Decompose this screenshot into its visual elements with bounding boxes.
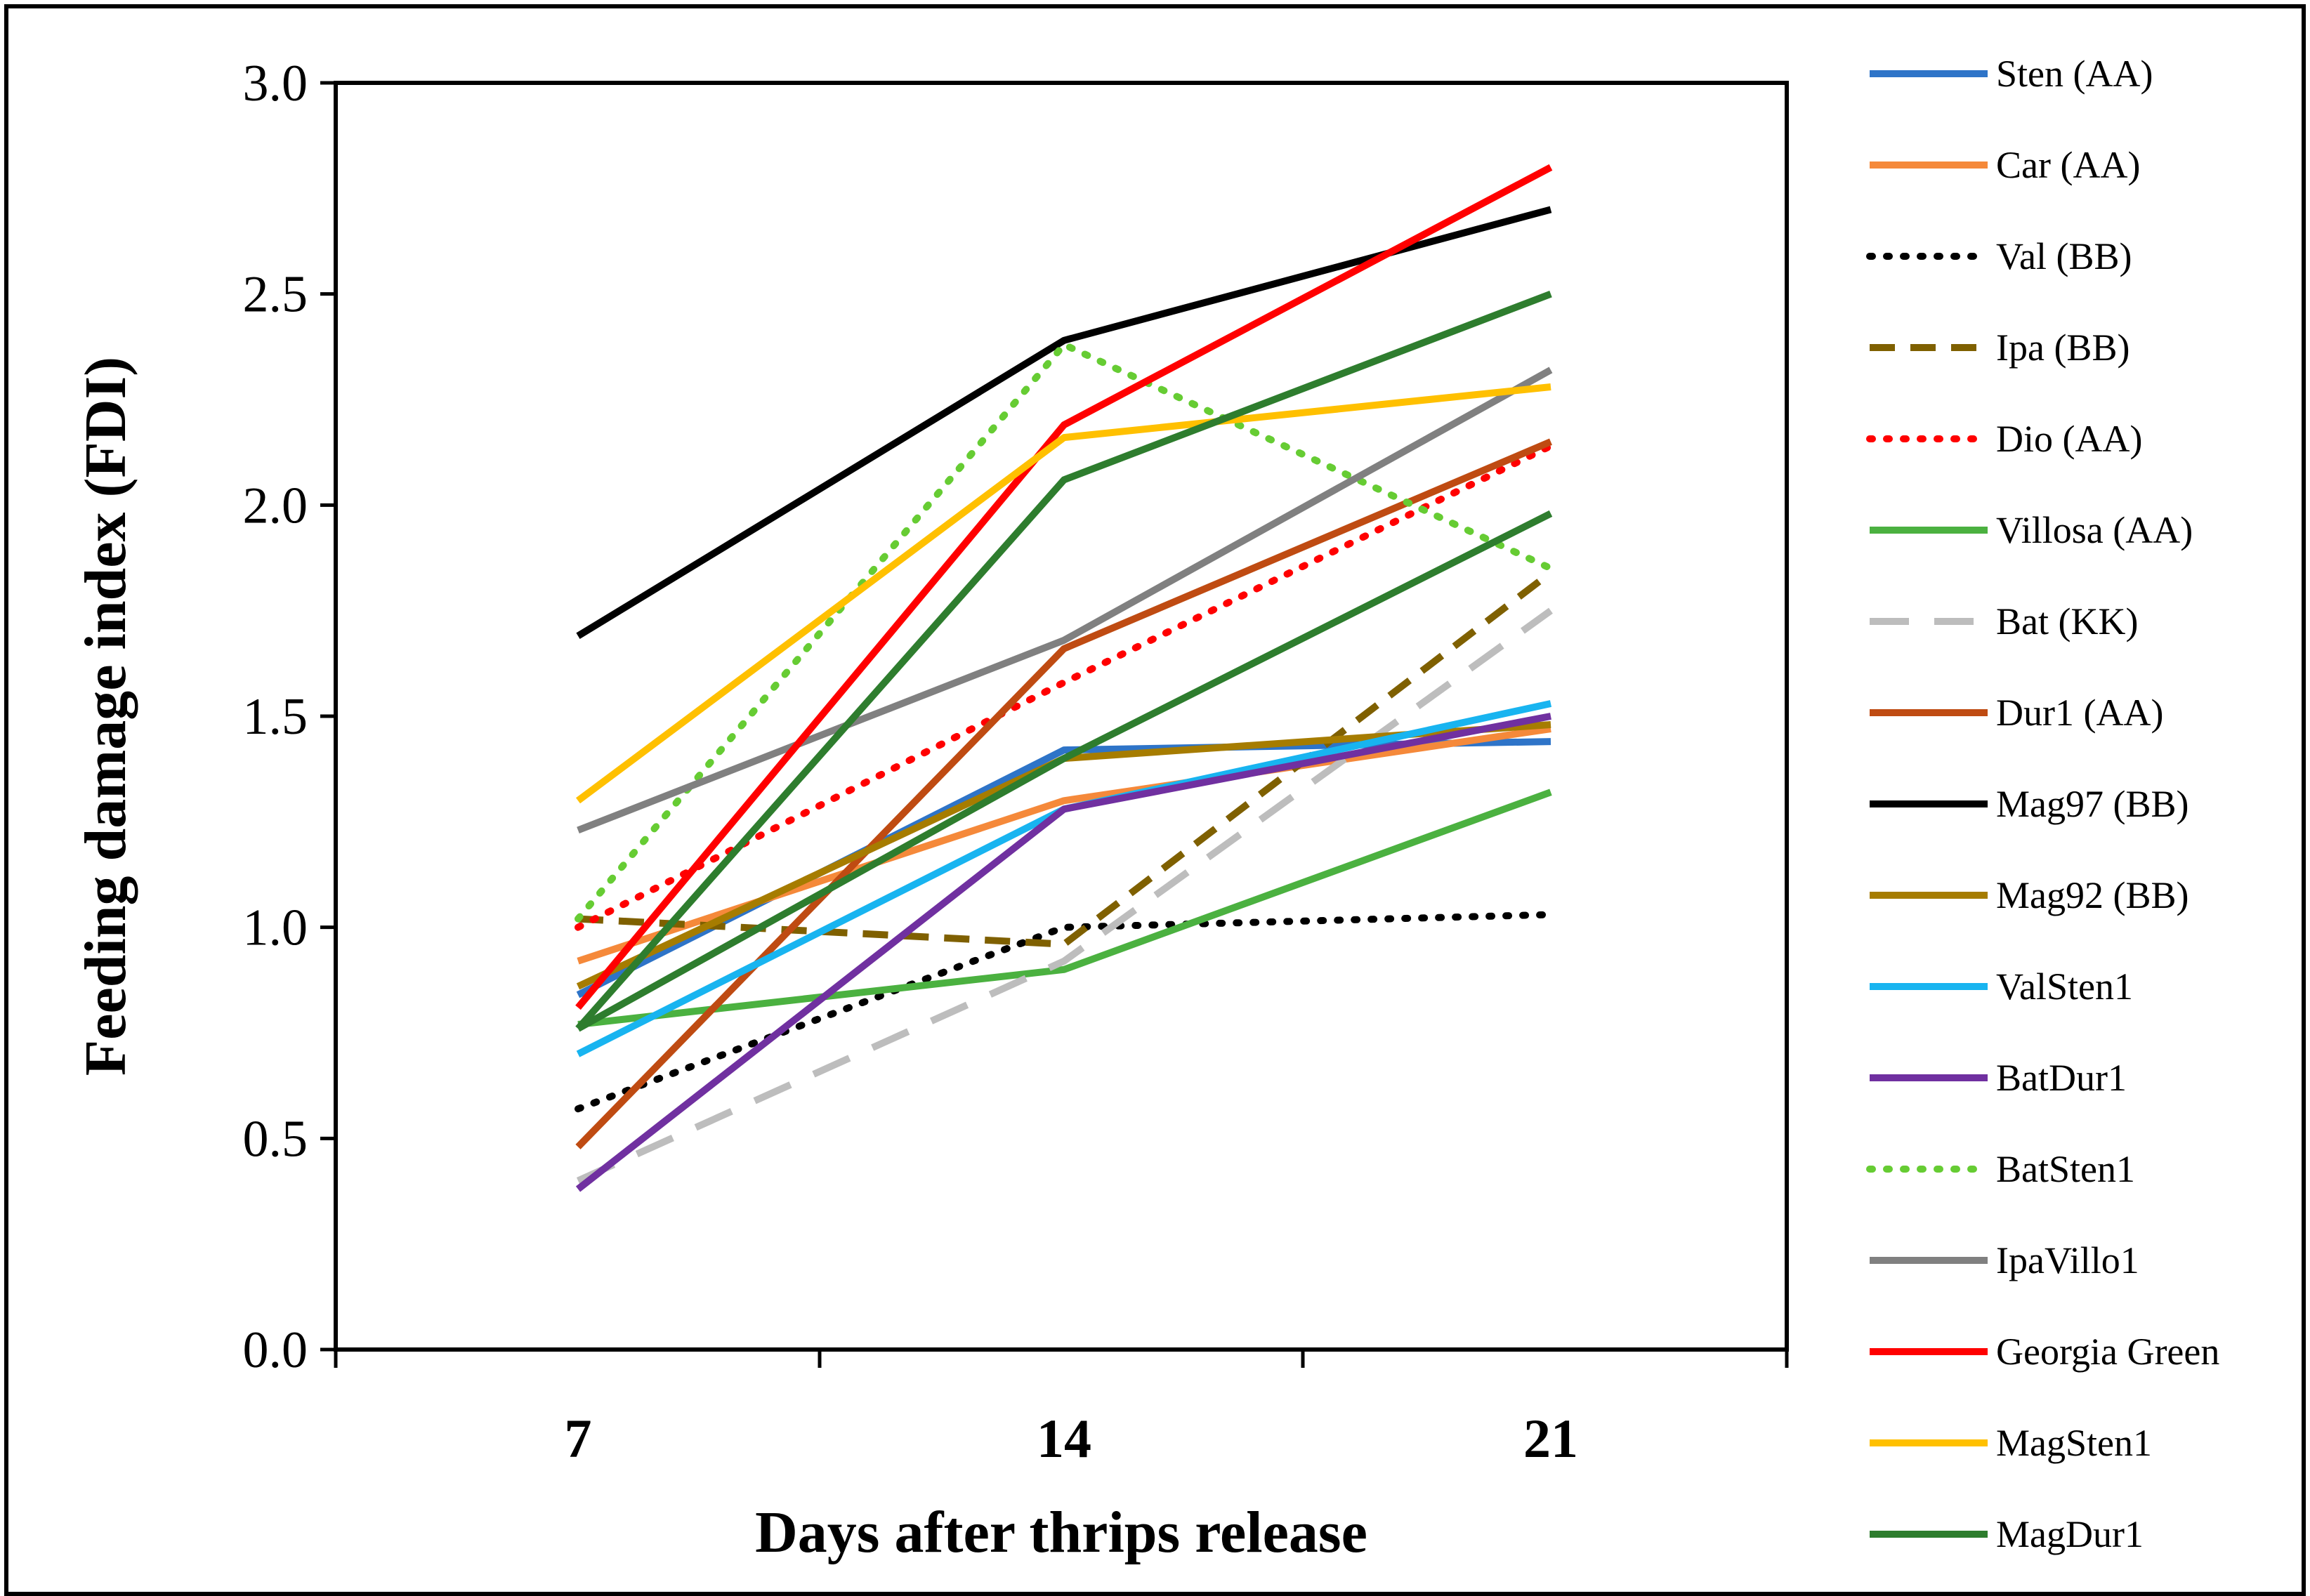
legend-item: Ipa (BB) [1870,327,2129,369]
x-axis-title: Days after thrips release [755,1500,1367,1565]
legend: Sten (AA) Car (AA) Val (BB) Ipa (BB) Dio (AA… [1866,53,2219,1555]
legend-item: ValSten1 [1870,965,2133,1008]
y-tick-label: 2.5 [243,266,308,324]
legend-label: Mag92 (BB) [1996,874,2188,916]
series-line-magdur1 [576,510,1553,1032]
series-line-dio-aa [575,442,1554,931]
legend-label: IpaVillo1 [1996,1239,2139,1281]
x-tick-label: 7 [565,1408,592,1469]
legend-label: Car (AA) [1996,144,2140,186]
series-line-magsten1 [576,383,1551,804]
y-axis-title: Feeding damage index (FDI) [73,357,138,1076]
y-tick-label: 0.0 [243,1321,308,1379]
series-line-val-bb [575,911,1554,1113]
legend-item: BatSten1 [1866,1148,2135,1190]
y-tick-label: 1.0 [243,899,308,957]
legend-item: MagDur1 [1870,1513,2144,1555]
plot-area [334,81,1789,1352]
legend-label: ValSten1 [1996,965,2133,1008]
series-line-batdur1 [575,713,1551,1192]
y-tick-label: 1.5 [243,688,308,746]
series-line-batsten1 [575,341,1554,923]
legend-item: Car (AA) [1870,144,2140,186]
x-tick-label: 21 [1523,1408,1578,1469]
legend-label: Mag97 (BB) [1996,783,2188,825]
x-axis: 7 14 21 [334,1350,1789,1469]
legend-label: Georgia Green [1996,1331,2219,1373]
legend-item: Bat (KK) [1870,600,2138,642]
series-layer [575,164,1554,1192]
legend-label: Bat (KK) [1996,600,2138,642]
y-axis: 0.0 0.5 1.0 1.5 2.0 2.5 3.0 [243,55,336,1379]
y-tick-label: 3.0 [243,55,308,112]
series-line-bat-kk [576,607,1553,1185]
y-tick-label: 2.0 [243,477,308,534]
y-tick-label: 0.5 [243,1110,308,1168]
figure-frame [4,4,2306,1596]
series-line-magdur1 [575,291,1552,1031]
legend-item: MagSten1 [1870,1422,2152,1464]
legend-item: Mag92 (BB) [1870,874,2188,916]
legend-label: Villosa (AA) [1996,509,2193,551]
legend-item: Val (BB) [1866,235,2132,277]
x-tick-label: 14 [1037,1408,1091,1469]
legend-label: Ipa (BB) [1996,327,2129,369]
legend-label: MagSten1 [1996,1422,2152,1464]
legend-label: Sten (AA) [1996,53,2153,95]
series-line-ipavillo1 [577,367,1553,834]
series-line-villosa-aa [577,789,1552,1028]
legend-label: MagDur1 [1996,1513,2144,1555]
legend-label: BatSten1 [1996,1148,2135,1190]
legend-label: Dio (AA) [1996,418,2142,460]
legend-item: Sten (AA) [1870,53,2153,95]
legend-item: IpaVillo1 [1870,1239,2139,1281]
series-line-dur1-aa [575,438,1552,1149]
series-line-georgia-green [575,164,1553,1010]
legend-label: Dur1 (AA) [1996,692,2163,734]
legend-item: Georgia Green [1870,1331,2219,1373]
legend-item: BatDur1 [1870,1057,2127,1099]
legend-label: Val (BB) [1996,235,2132,277]
legend-item: Dur1 (AA) [1870,692,2163,734]
legend-item: Villosa (AA) [1870,509,2193,551]
legend-item: Dio (AA) [1866,418,2142,460]
legend-item: Mag97 (BB) [1870,783,2188,825]
legend-label: BatDur1 [1996,1057,2127,1099]
plot-border [334,81,1789,1352]
